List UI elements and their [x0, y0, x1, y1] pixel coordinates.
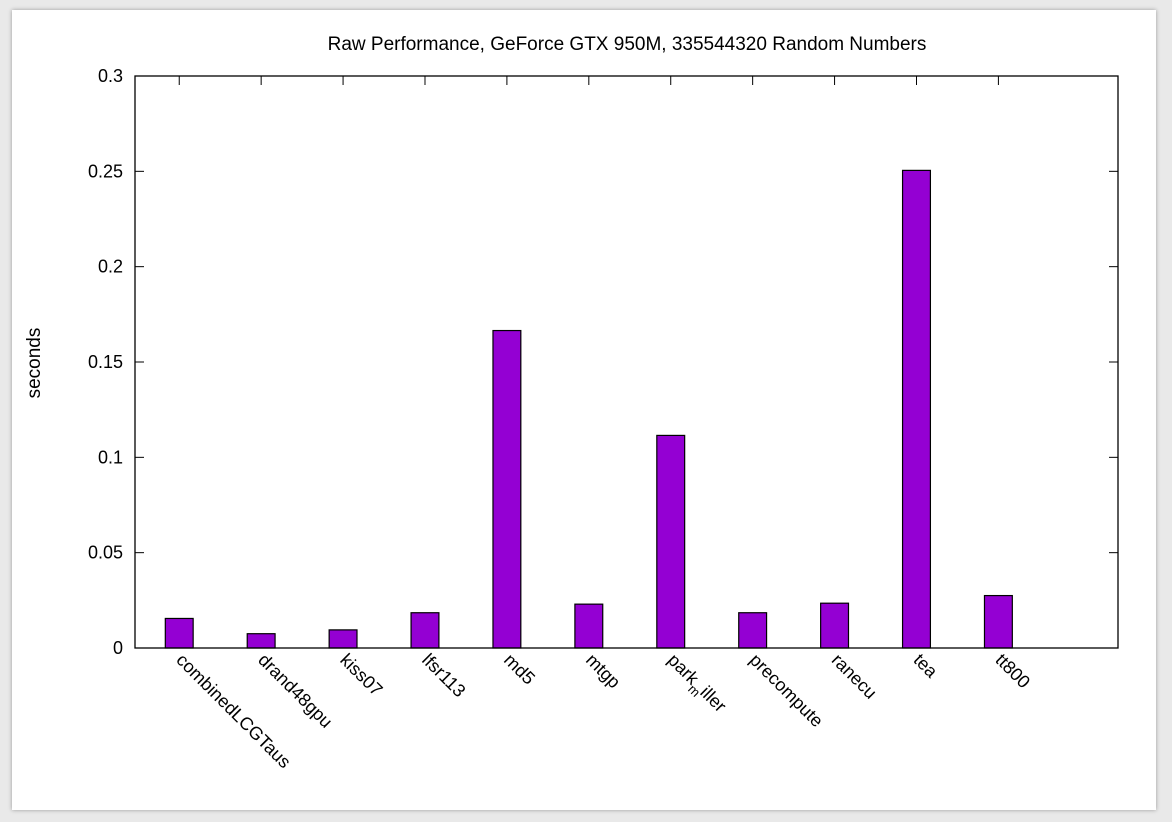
x-tick-label: mtgp — [582, 650, 624, 692]
bar-park_miller — [656, 434, 686, 649]
x-tick-label: tea — [910, 650, 943, 683]
bar-md5 — [492, 329, 522, 649]
bar-combinedLCGTaus — [164, 617, 194, 649]
y-tick-label: 0 — [113, 638, 123, 658]
axis-ticks — [135, 75, 1118, 649]
chart-title: Raw Performance, GeForce GTX 950M, 33554… — [328, 34, 927, 55]
y-tick-label: 0.25 — [88, 161, 123, 181]
y-tick-label: 0.05 — [88, 543, 123, 563]
x-tick-label: precompute — [746, 650, 827, 731]
bar-precompute — [738, 612, 768, 649]
x-tick-label: ranecu — [828, 650, 881, 703]
y-tick-label: 0.3 — [98, 66, 123, 86]
bar-lfsr113 — [410, 612, 440, 649]
y-axis-label: seconds — [24, 328, 45, 399]
tick-labels: 00.050.10.150.20.250.3combinedLCGTausdra… — [88, 66, 1034, 772]
x-tick-label: kiss07 — [336, 650, 386, 700]
bars — [164, 169, 1013, 649]
bar-drand48gpu — [246, 633, 276, 649]
y-tick-label: 0.1 — [98, 447, 123, 467]
x-tick-label: parkmiller — [660, 650, 730, 720]
plot-page: Raw Performance, GeForce GTX 950M, 33554… — [12, 10, 1156, 810]
x-tick-label: tt800 — [992, 650, 1034, 692]
bar-mtgp — [574, 603, 604, 649]
y-tick-label: 0.15 — [88, 352, 123, 372]
bar-tt800 — [983, 594, 1013, 649]
x-tick-label: lfsr113 — [418, 650, 469, 701]
x-tick-label: drand48gpu — [254, 650, 336, 732]
bar-chart: Raw Performance, GeForce GTX 950M, 33554… — [24, 34, 1119, 772]
y-tick-label: 0.2 — [98, 257, 123, 277]
plot-frame — [134, 75, 1119, 649]
x-tick-label: md5 — [500, 650, 539, 689]
bar-kiss07 — [328, 629, 358, 649]
bar-ranecu — [820, 602, 850, 649]
bar-tea — [901, 169, 932, 649]
